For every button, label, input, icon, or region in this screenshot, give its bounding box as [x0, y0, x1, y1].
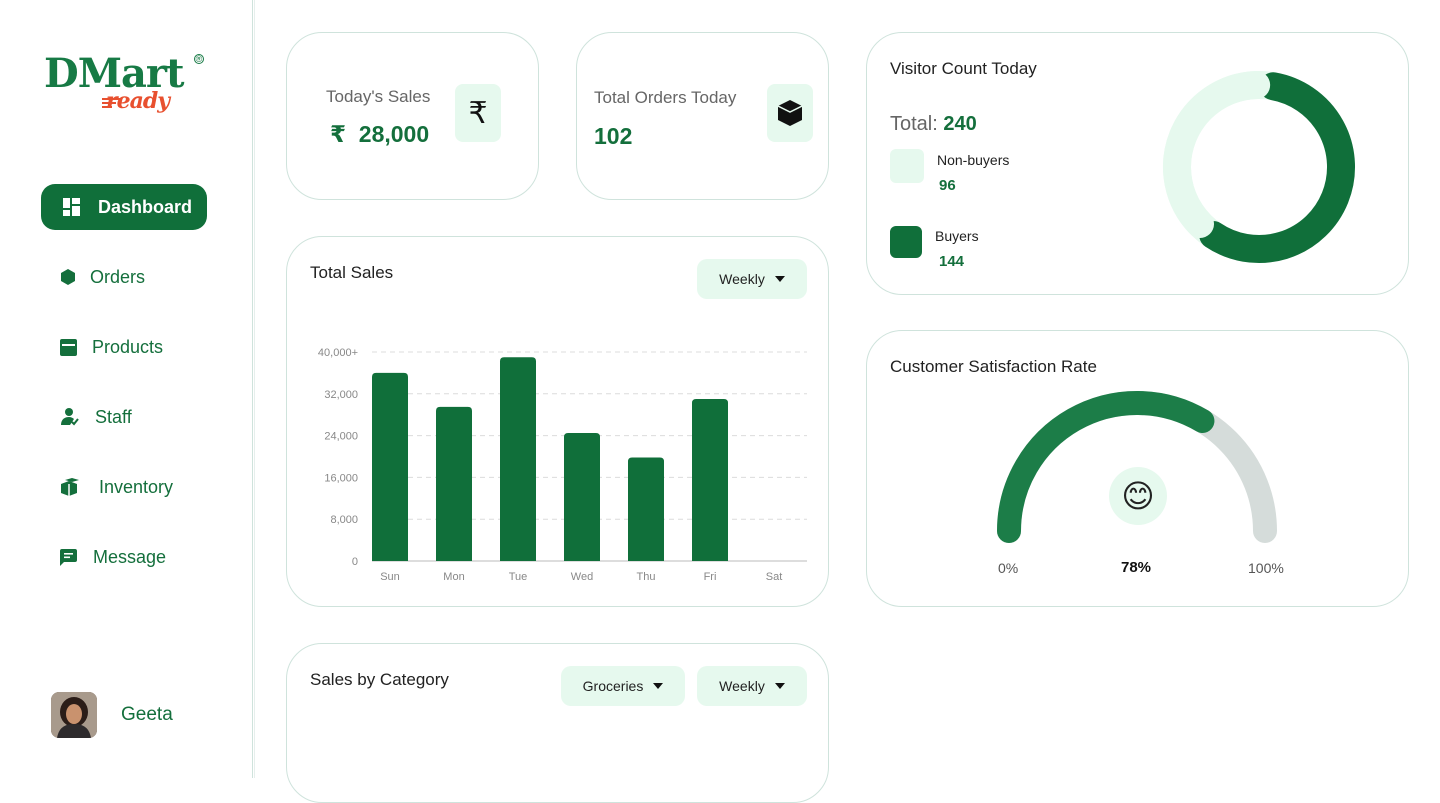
user-name: Geeta	[121, 704, 173, 725]
box-icon	[767, 84, 813, 142]
sidebar-item-products[interactable]: Products	[58, 324, 163, 370]
buyers-swatch	[890, 226, 922, 258]
x-tick-label: Thu	[637, 571, 656, 583]
bar-fri[interactable]	[692, 399, 728, 561]
logo-speed-lines	[102, 98, 120, 110]
orders-icon	[58, 267, 78, 287]
sidebar-item-label: Products	[92, 336, 164, 357]
todays-sales-value: ₹ 28,000	[330, 121, 429, 148]
total-sales-title: Total Sales	[310, 263, 394, 282]
y-tick-label: 8,000	[330, 514, 358, 526]
buyers-arc	[1199, 72, 1355, 263]
gauge-min-label: 0%	[998, 560, 1019, 576]
todays-sales-label: Today's Sales	[326, 87, 431, 106]
registered-mark: ®	[194, 54, 204, 64]
dropdown-label: Groceries	[582, 678, 644, 694]
products-icon	[58, 337, 78, 357]
inventory-icon	[60, 477, 80, 497]
sidebar: DMart ® ready Dashboard Orders Products …	[0, 0, 252, 778]
gauge-fill	[997, 391, 1215, 543]
y-tick-label: 40,000+	[318, 347, 358, 359]
x-tick-label: Mon	[443, 571, 464, 583]
visitor-donut-chart	[1163, 71, 1355, 263]
sales-amount: 28,000	[358, 121, 430, 147]
staff-icon	[60, 407, 80, 427]
user-profile[interactable]: Geeta	[51, 692, 173, 738]
avatar[interactable]	[51, 692, 97, 738]
rupee-icon: ₹	[455, 84, 501, 142]
sidebar-item-label: Orders	[90, 266, 146, 287]
bar-tue[interactable]	[500, 357, 536, 561]
chevron-down-icon	[774, 276, 785, 282]
sidebar-item-dashboard[interactable]: Dashboard	[41, 184, 207, 230]
non-buyers-label: Non-buyers	[937, 152, 1010, 168]
message-icon	[58, 547, 78, 567]
gauge-max-label: 100%	[1248, 560, 1284, 576]
non-buyers-swatch	[890, 149, 924, 183]
visitor-total-label: Total:	[890, 113, 938, 135]
total-orders-card: Total Orders Today 102	[576, 32, 829, 200]
visitor-total-value: 240	[943, 113, 977, 135]
bar-sun[interactable]	[372, 372, 408, 561]
buyers-label: Buyers	[935, 228, 979, 244]
visitor-count-title: Visitor Count Today	[890, 59, 1037, 78]
customer-satisfaction-card: Customer Satisfaction Rate 😊 0% 78% 100%	[866, 330, 1409, 607]
currency-symbol: ₹	[330, 121, 347, 147]
sales-by-category-title: Sales by Category	[310, 670, 449, 689]
customer-satisfaction-title: Customer Satisfaction Rate	[890, 357, 1097, 376]
x-tick-label: Sun	[380, 571, 400, 583]
sidebar-item-label: Dashboard	[98, 196, 193, 217]
bar-thu[interactable]	[628, 457, 664, 561]
brand-name: DMart	[44, 50, 184, 97]
dropdown-label: Weekly	[719, 678, 765, 694]
sidebar-item-label: Staff	[95, 406, 132, 427]
y-tick-label: 24,000	[324, 431, 358, 443]
bar-mon[interactable]	[436, 406, 472, 561]
total-sales-period-dropdown[interactable]: Weekly	[697, 259, 807, 299]
buyers-value: 144	[939, 253, 965, 270]
x-tick-label: Wed	[571, 571, 593, 583]
visitor-total: Total: 240	[890, 113, 977, 136]
total-sales-card: Total Sales Weekly 0 8,000 16,000 24,000 32,…	[286, 236, 829, 607]
sidebar-item-message[interactable]: Message	[58, 534, 166, 580]
chevron-down-icon	[653, 683, 664, 689]
sidebar-item-orders[interactable]: Orders	[58, 254, 145, 300]
total-orders-value: 102	[594, 123, 633, 149]
sales-by-category-card: Sales by Category Groceries Weekly	[286, 643, 829, 803]
non-buyers-value: 96	[939, 177, 956, 194]
y-tick-label: 16,000	[324, 472, 358, 484]
sidebar-item-staff[interactable]: Staff	[60, 394, 132, 440]
sidebar-item-label: Message	[93, 546, 167, 567]
sidebar-divider	[252, 0, 255, 778]
total-sales-bar-chart: 0 8,000 16,000 24,000 32,000 40,000+ Sun Mon Tue…	[318, 347, 807, 583]
brand-logo[interactable]: DMart ® ready	[44, 54, 214, 124]
sidebar-item-inventory[interactable]: Inventory	[60, 464, 173, 510]
sidebar-item-label: Inventory	[99, 476, 174, 497]
y-tick-label: 0	[352, 556, 358, 568]
x-tick-label: Sat	[766, 571, 783, 583]
x-tick-label: Tue	[509, 571, 528, 583]
bar-wed[interactable]	[564, 432, 600, 561]
chevron-down-icon	[774, 683, 785, 689]
satisfaction-gauge	[997, 391, 1277, 543]
visitor-count-card: Visitor Count Today Total: 240 Non-buyer…	[866, 32, 1409, 295]
category-filter-dropdown[interactable]: Groceries	[561, 666, 685, 706]
brand-sub: ready	[106, 88, 170, 114]
total-orders-label: Total Orders Today	[594, 88, 737, 107]
dropdown-label: Weekly	[719, 271, 765, 287]
non-buyers-arc	[1163, 71, 1271, 238]
category-period-dropdown[interactable]: Weekly	[697, 666, 807, 706]
y-tick-label: 32,000	[324, 389, 358, 401]
smile-emoji-icon: 😊	[1109, 467, 1167, 525]
todays-sales-card: Today's Sales ₹ 28,000 ₹	[286, 32, 539, 200]
gauge-value-label: 78%	[1121, 559, 1152, 576]
dashboard-icon	[62, 197, 82, 217]
x-tick-label: Fri	[704, 571, 717, 583]
